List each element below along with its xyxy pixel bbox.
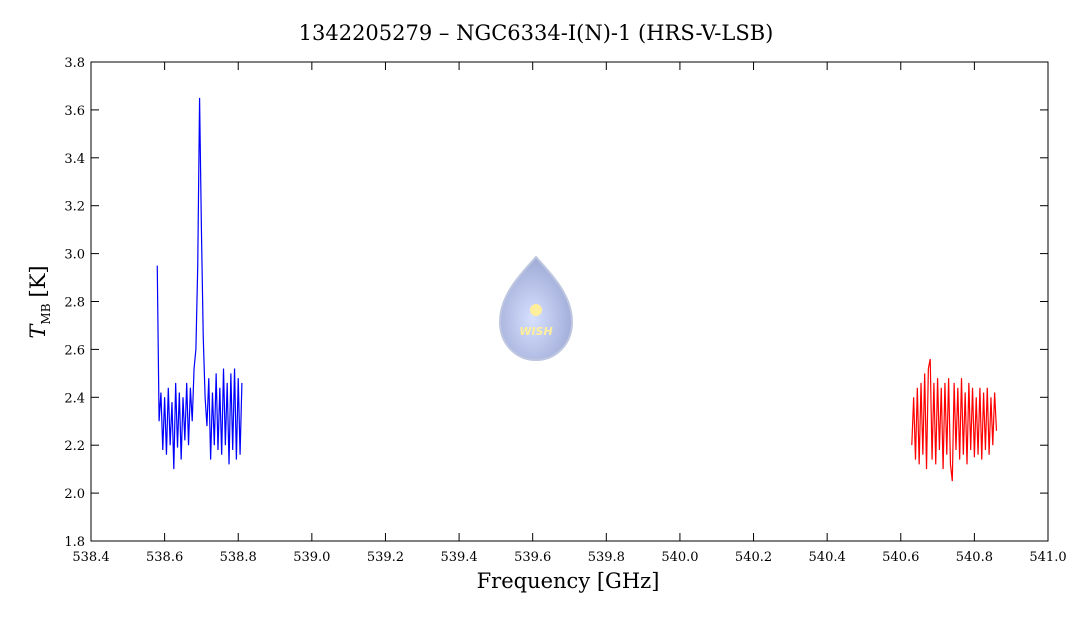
y-label-symbol: T [26,323,50,339]
x-axis-label: Frequency [GHz] [477,569,660,593]
x-tick-label: 538.6 [146,550,183,565]
y-tick-label: 3.8 [64,56,85,71]
y-tick-label: 2.4 [64,391,85,406]
x-tick-label: 540.0 [661,550,698,565]
x-tick-label: 539.4 [440,550,477,565]
x-tick-label: 540.6 [882,550,919,565]
x-tick-label: 541.0 [1029,550,1066,565]
x-tick-label: 539.0 [293,550,330,565]
x-tick-label: 539.6 [514,550,551,565]
y-tick-label: 2.0 [64,487,85,502]
y-tick-label: 1.8 [64,535,85,550]
x-tick-label: 540.4 [809,550,846,565]
y-tick-label: 3.2 [64,200,85,215]
y-tick-label: 2.2 [64,439,85,454]
logo-text: WISH [519,325,552,338]
y-tick-label: 3.4 [64,152,85,167]
spectrum-line [156,97,243,470]
x-tick-label: 538.8 [220,550,257,565]
plot-frame [90,61,1049,542]
x-tick-label: 540.2 [735,550,772,565]
y-tick-label: 3.0 [64,248,85,263]
x-tick-label: 539.2 [367,550,404,565]
x-tick-label: 540.8 [956,550,993,565]
y-label-unit: [K] [26,265,50,297]
y-label-subscript: MB [39,303,53,324]
chart-title: 1342205279 – NGC6334-I(N)-1 (HRS-V-LSB) [299,21,774,45]
y-tick-label: 2.8 [64,296,85,311]
x-tick-label: 538.4 [72,550,109,565]
y-tick-label: 2.6 [64,343,85,358]
logo-star [530,304,542,316]
y-axis-label: TMB [K] [26,265,53,338]
x-tick-label: 539.8 [588,550,625,565]
y-tick-label: 3.6 [64,104,85,119]
y-axis-label-text: TMB [K] [26,265,53,338]
logo: WISH [498,255,574,362]
spectrum-line [911,358,998,482]
